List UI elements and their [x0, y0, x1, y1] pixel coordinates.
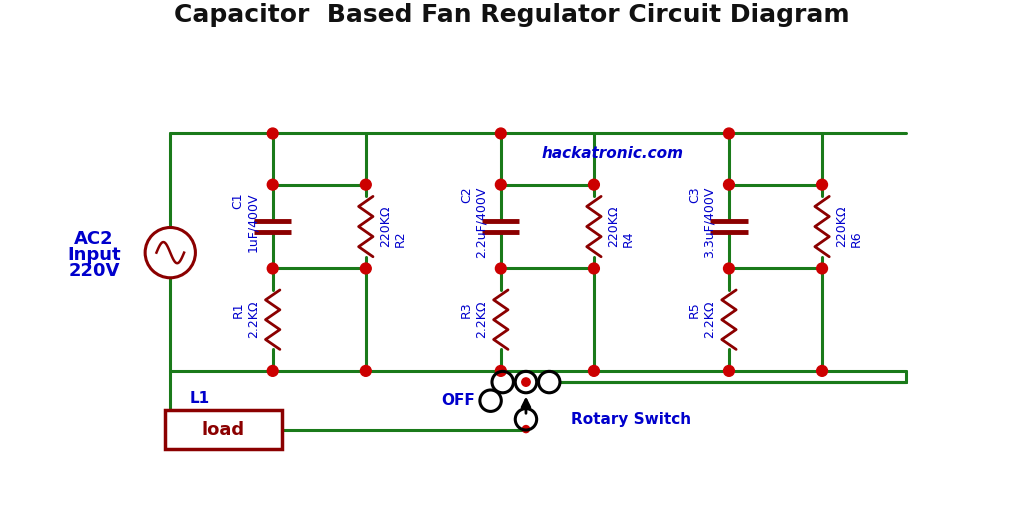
- Circle shape: [360, 366, 372, 376]
- Text: AC2: AC2: [74, 229, 114, 248]
- Text: 220KΩ
R2: 220KΩ R2: [379, 206, 407, 247]
- Text: OFF: OFF: [441, 393, 475, 408]
- FancyBboxPatch shape: [165, 410, 282, 449]
- Circle shape: [724, 128, 734, 139]
- Circle shape: [267, 128, 279, 139]
- Circle shape: [267, 366, 279, 376]
- Text: 220KΩ
R4: 220KΩ R4: [607, 206, 635, 247]
- Circle shape: [522, 378, 530, 386]
- Circle shape: [817, 263, 827, 274]
- Circle shape: [496, 128, 506, 139]
- Circle shape: [589, 179, 599, 190]
- Text: Rotary Switch: Rotary Switch: [571, 412, 691, 427]
- Circle shape: [267, 179, 279, 190]
- Text: hackatronic.com: hackatronic.com: [542, 147, 684, 162]
- Circle shape: [496, 263, 506, 274]
- Text: 220KΩ
R6: 220KΩ R6: [836, 206, 863, 247]
- Circle shape: [496, 179, 506, 190]
- Text: load: load: [202, 421, 245, 439]
- Text: R1
2.2KΩ: R1 2.2KΩ: [231, 301, 260, 338]
- Text: L1: L1: [190, 391, 210, 406]
- Circle shape: [522, 426, 529, 433]
- Circle shape: [724, 366, 734, 376]
- Circle shape: [360, 179, 372, 190]
- Text: C1
1uF/400V: C1 1uF/400V: [231, 192, 260, 252]
- Circle shape: [724, 179, 734, 190]
- Text: R5
2.2KΩ: R5 2.2KΩ: [688, 301, 716, 338]
- Circle shape: [360, 263, 372, 274]
- Circle shape: [724, 263, 734, 274]
- Text: 220V: 220V: [69, 262, 120, 280]
- Text: Input: Input: [68, 246, 121, 264]
- Circle shape: [817, 179, 827, 190]
- Text: C2
2.2uF/400V: C2 2.2uF/400V: [460, 186, 487, 257]
- Title: Capacitor  Based Fan Regulator Circuit Diagram: Capacitor Based Fan Regulator Circuit Di…: [174, 3, 850, 27]
- Circle shape: [496, 366, 506, 376]
- Text: R3
2.2KΩ: R3 2.2KΩ: [460, 301, 487, 338]
- Circle shape: [817, 366, 827, 376]
- Circle shape: [589, 263, 599, 274]
- Circle shape: [267, 263, 279, 274]
- Circle shape: [589, 366, 599, 376]
- Text: C3
3.3uF/400V: C3 3.3uF/400V: [688, 186, 716, 257]
